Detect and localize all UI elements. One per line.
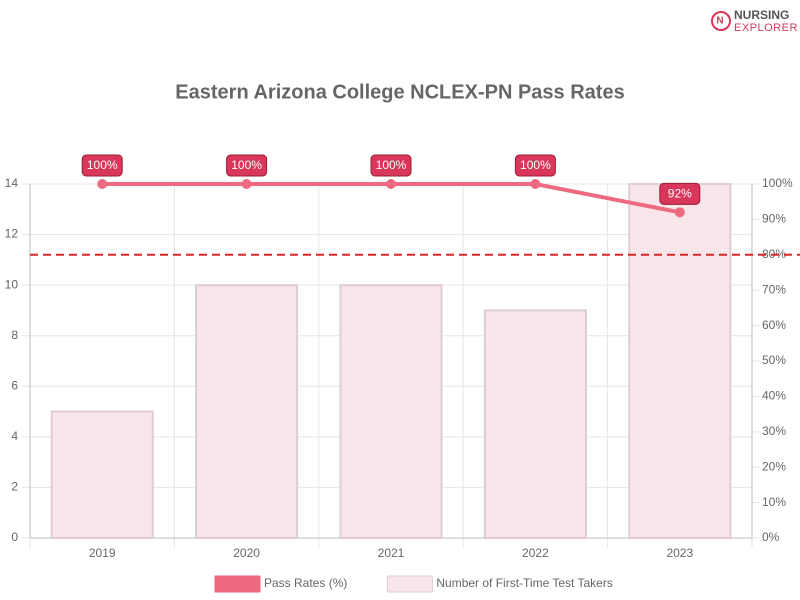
y2-tick-label: 40% xyxy=(762,389,786,403)
y-tick-label: 2 xyxy=(11,480,18,494)
y-tick-label: 14 xyxy=(5,176,19,190)
data-label-text: 92% xyxy=(668,186,692,200)
y2-tick-label: 30% xyxy=(762,424,786,438)
logo-text: EXPLORER xyxy=(734,22,798,34)
data-label-box xyxy=(81,154,123,177)
point xyxy=(97,179,108,189)
chart-title: Eastern Arizona College NCLEX-PN Pass Ra… xyxy=(175,81,624,103)
logo-icon xyxy=(711,11,731,31)
y-tick-label: 12 xyxy=(5,227,19,241)
data-label: 100% xyxy=(370,154,412,177)
data-label-text: 100% xyxy=(520,158,551,172)
y2-tick-label: 90% xyxy=(762,212,786,226)
y2-tick-label: 70% xyxy=(762,282,786,296)
data-label-box xyxy=(370,154,412,177)
data-label-text: 100% xyxy=(376,158,407,172)
x-tick-label: 2021 xyxy=(378,546,405,560)
y2-tick-label: 100% xyxy=(762,176,793,190)
bar xyxy=(50,410,154,540)
bar xyxy=(195,284,299,539)
data-label-text: 100% xyxy=(87,158,118,172)
y2-tick-label: 50% xyxy=(762,353,786,367)
x-tick-label: 2022 xyxy=(522,546,549,560)
data-label: 100% xyxy=(226,154,268,177)
data-label: 92% xyxy=(659,182,701,205)
y-tick-label: 6 xyxy=(11,378,18,392)
y-tick-label: 4 xyxy=(11,429,18,443)
y2-tick-label: 0% xyxy=(762,530,780,544)
data-label-box xyxy=(226,154,268,177)
x-tick-label: 2020 xyxy=(233,546,260,560)
y-tick-label: 10 xyxy=(5,277,19,291)
x-tick-label: 2023 xyxy=(666,546,693,560)
data-label-box xyxy=(514,154,556,177)
data-label-box xyxy=(659,182,701,205)
point xyxy=(241,179,252,189)
bar xyxy=(339,284,443,539)
logo-text: NURSING xyxy=(734,8,789,22)
legend-swatch xyxy=(386,575,433,593)
point xyxy=(530,179,541,189)
bar xyxy=(483,309,587,539)
legend-label: Number of First-Time Test Takers xyxy=(436,576,612,590)
bar xyxy=(628,183,732,539)
data-label: 100% xyxy=(514,154,556,177)
y2-tick-label: 10% xyxy=(762,495,786,509)
point xyxy=(674,207,685,218)
x-tick-label: 2019 xyxy=(89,546,116,560)
point xyxy=(386,179,396,189)
y2-tick-label: 60% xyxy=(762,318,786,332)
data-label-text: 100% xyxy=(231,158,262,172)
data-label: 100% xyxy=(81,154,123,177)
y-tick-label: 8 xyxy=(11,328,18,342)
y-tick-label: 0 xyxy=(11,530,18,544)
legend-label: Pass Rates (%) xyxy=(264,576,347,590)
logo: N NURSING EXPLORER xyxy=(711,8,798,34)
y2-tick-label: 20% xyxy=(762,459,786,473)
legend-swatch xyxy=(214,575,261,593)
logo-mark: N xyxy=(716,16,723,27)
